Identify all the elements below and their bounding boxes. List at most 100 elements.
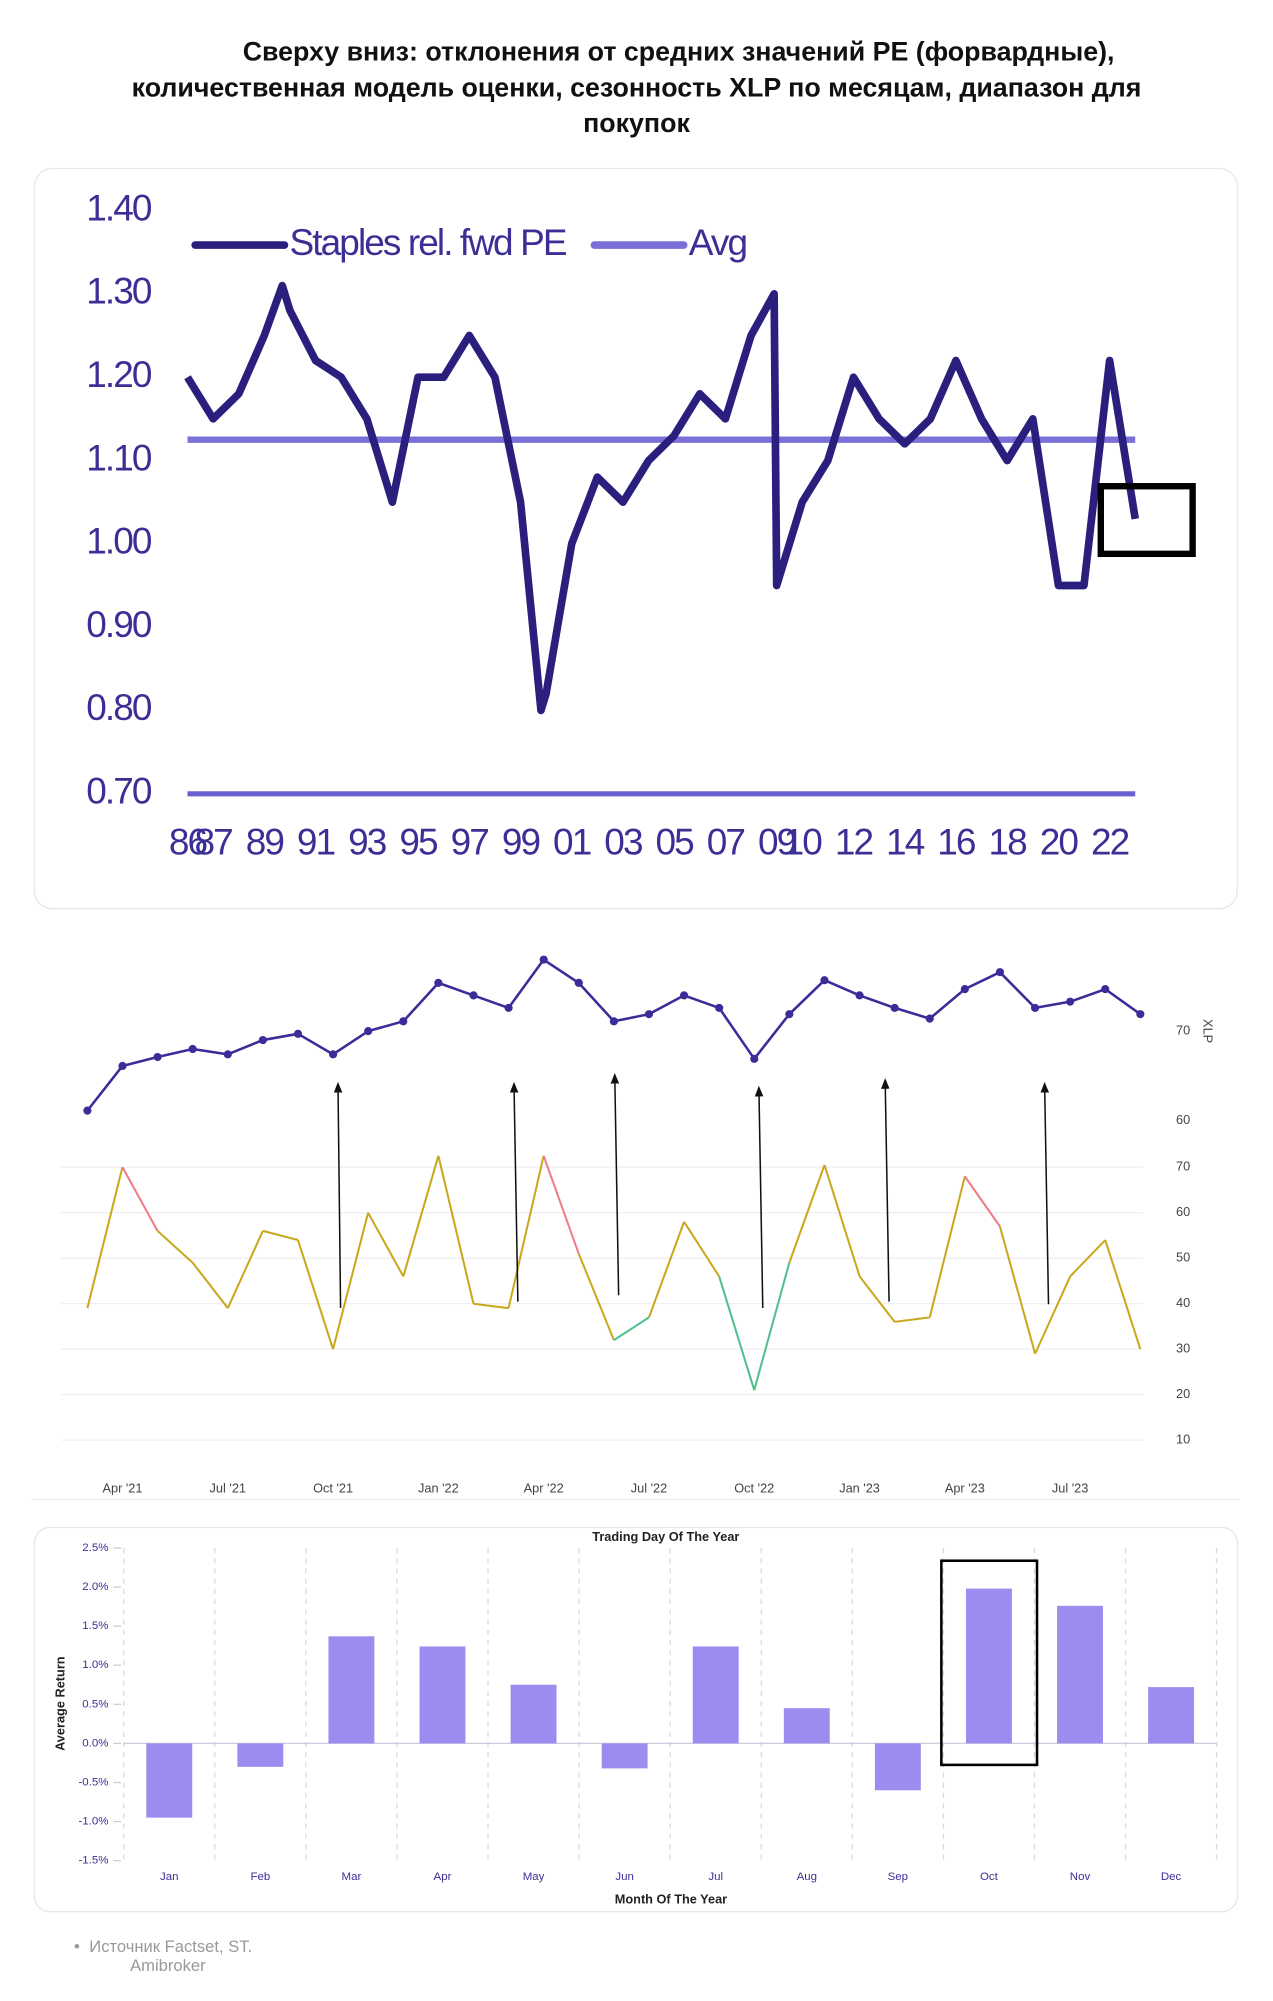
card — [33, 1526, 1238, 1913]
y-tick-label: 30 — [1176, 1341, 1190, 1356]
y-tick-label: 1.30 — [86, 271, 152, 312]
x-tick-label: 12 — [835, 822, 873, 863]
x-tick-label: Jul '23 — [1052, 1481, 1088, 1496]
oscillator-segment — [648, 1221, 686, 1318]
x-tick-label: Jan '23 — [839, 1481, 880, 1496]
x-axis-label: Month Of The Year — [615, 1892, 727, 1907]
oscillator-segment — [577, 1253, 615, 1341]
price-dot — [399, 1017, 408, 1026]
highlight-box — [940, 1559, 1039, 1767]
price-dot — [609, 1017, 618, 1026]
y-tick-label: 60 — [1176, 1112, 1190, 1127]
oscillator-segment — [437, 1155, 475, 1304]
price-dot — [539, 955, 548, 964]
price-dot — [329, 1050, 338, 1059]
x-tick-label: Apr '21 — [102, 1481, 142, 1496]
y-tick-label: 1.40 — [86, 187, 152, 228]
x-tick-label: Oct '21 — [313, 1481, 353, 1496]
oscillator-segment — [894, 1316, 930, 1323]
y-tick-label: 20 — [1176, 1386, 1190, 1401]
x-tick-label: May — [523, 1871, 545, 1883]
x-tick-label: Apr '23 — [945, 1481, 985, 1496]
x-tick-label: Mar — [342, 1871, 362, 1883]
x-tick-label: 01 — [553, 822, 591, 863]
arrow — [509, 1081, 519, 1302]
x-tick-label: 97 — [451, 822, 489, 863]
oscillator-segment — [788, 1164, 826, 1264]
oscillator-segment — [542, 1155, 580, 1255]
oscillator-segment — [507, 1155, 545, 1309]
x-tick-label: Aug — [797, 1871, 817, 1883]
x-tick-label: 89 — [246, 822, 284, 863]
price-dot — [188, 1044, 197, 1054]
title-line: количественная модель оценки, сезонность… — [132, 72, 1142, 102]
legend-label: Avg — [689, 222, 747, 263]
y-tick-label: 40 — [1176, 1295, 1190, 1310]
price-dot — [153, 1052, 162, 1062]
price-dot — [1101, 985, 1110, 994]
x-tick-label: 91 — [297, 822, 335, 863]
y-axis-label: Average Return — [53, 1656, 68, 1751]
y-tick-label: 2.5% — [82, 1542, 108, 1554]
price-dot — [995, 968, 1005, 977]
title-line: Сверху вниз: отклонения от средних значе… — [243, 37, 1115, 67]
y-tick-label: 0.80 — [86, 687, 152, 728]
oscillator-segment — [226, 1230, 264, 1309]
oscillator-segment — [683, 1221, 721, 1277]
oscillator-segment — [998, 1226, 1037, 1355]
bar — [419, 1646, 466, 1744]
price-dot — [855, 991, 864, 1000]
x-tick-label: 09 — [758, 822, 796, 863]
bar — [1148, 1687, 1195, 1744]
x-tick-label: Feb — [250, 1871, 270, 1883]
oscillator-segment — [296, 1239, 335, 1350]
price-dot — [960, 985, 969, 994]
x-tick-label: Oct '22 — [734, 1481, 774, 1496]
oscillator-segment — [1069, 1239, 1106, 1278]
x-tick-label: Dec — [1161, 1871, 1182, 1883]
price-dot — [715, 1003, 724, 1012]
price-dot — [574, 978, 583, 987]
oscillator-segment — [858, 1275, 896, 1323]
series-line — [184, 281, 1140, 715]
price-dot — [258, 1035, 267, 1045]
y-tick-label: 60 — [1176, 1204, 1190, 1219]
price-dot — [1030, 1003, 1040, 1012]
oscillator-segment — [332, 1212, 370, 1350]
bar — [1057, 1605, 1103, 1744]
annotation-arrows — [333, 1072, 1050, 1309]
x-tick-label: 99 — [502, 822, 540, 863]
bar — [237, 1743, 284, 1767]
oscillator-segment — [613, 1316, 650, 1341]
price-dot — [820, 976, 829, 985]
price-dot — [118, 1061, 127, 1071]
arrow — [610, 1072, 620, 1296]
y-tick-label: 1.5% — [82, 1620, 108, 1632]
oscillator-segment — [367, 1212, 405, 1277]
oscillator-segment — [156, 1230, 194, 1264]
oscillator-segment — [823, 1164, 861, 1277]
price-dot — [890, 1003, 899, 1012]
y-tick-label: 0.0% — [82, 1737, 108, 1749]
price-dot — [644, 1010, 654, 1019]
price-dot — [1066, 997, 1075, 1006]
card — [33, 167, 1238, 910]
x-tick-label: Jul — [708, 1871, 723, 1883]
arrow — [881, 1078, 890, 1302]
x-tick-label: Jun — [615, 1871, 633, 1883]
price-dot — [785, 1010, 794, 1019]
chart-title: Trading Day Of The Year — [592, 1529, 739, 1544]
x-tick-label: Sep — [888, 1871, 908, 1883]
y-tick-label: 50 — [1176, 1250, 1190, 1265]
title-line: покупок — [583, 108, 690, 138]
x-tick-label: Jul '22 — [631, 1481, 667, 1496]
highlight-box — [1097, 483, 1196, 558]
x-tick-label: Oct — [980, 1871, 999, 1883]
oscillator-segment — [402, 1155, 440, 1277]
y-tick-label: 1.10 — [86, 437, 152, 478]
y-tick-label: 2.0% — [82, 1581, 108, 1593]
x-tick-label: 03 — [604, 822, 642, 863]
bar — [510, 1684, 557, 1744]
y-tick-label: 1.20 — [86, 354, 152, 395]
